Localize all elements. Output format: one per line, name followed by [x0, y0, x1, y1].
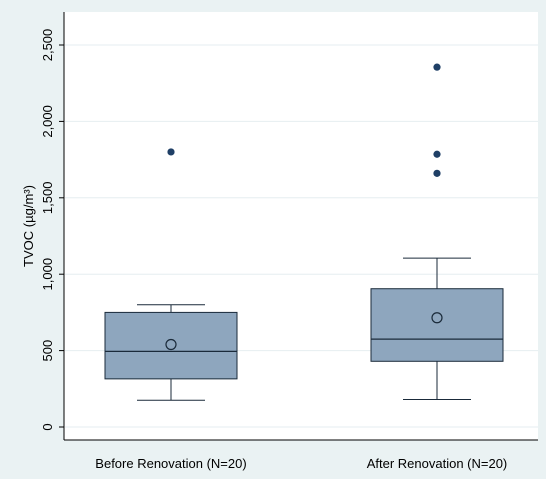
- y-axis-title: TVOC (µg/m³): [21, 185, 36, 267]
- y-tick-label: 2,000: [40, 105, 55, 138]
- outlier-point: [167, 148, 175, 156]
- boxes: [104, 63, 504, 401]
- mean-marker: [431, 312, 443, 324]
- y-tick-label: 0: [40, 423, 55, 430]
- grid-lines: [65, 44, 538, 428]
- outlier-point: [433, 63, 441, 71]
- y-axis: 0 500 1,000 1,500 2,000 2,500: [40, 12, 65, 440]
- mean-marker: [165, 338, 177, 351]
- x-axis: Before Renovation (N=20) After Renovation…: [64, 439, 538, 471]
- outlier-point: [433, 150, 441, 158]
- box-iqr: [104, 311, 238, 380]
- x-category-label: Before Renovation (N=20): [95, 456, 246, 471]
- box-group: [370, 63, 504, 400]
- y-tick-label: 1,000: [40, 258, 55, 291]
- y-tick-label: 2,500: [40, 29, 55, 62]
- y-tick-label: 1,500: [40, 182, 55, 215]
- x-category-label: After Renovation (N=20): [367, 456, 508, 471]
- box-group: [104, 148, 238, 401]
- y-tick-label: 500: [40, 340, 55, 362]
- outlier-point: [433, 169, 441, 177]
- box-iqr: [370, 288, 504, 362]
